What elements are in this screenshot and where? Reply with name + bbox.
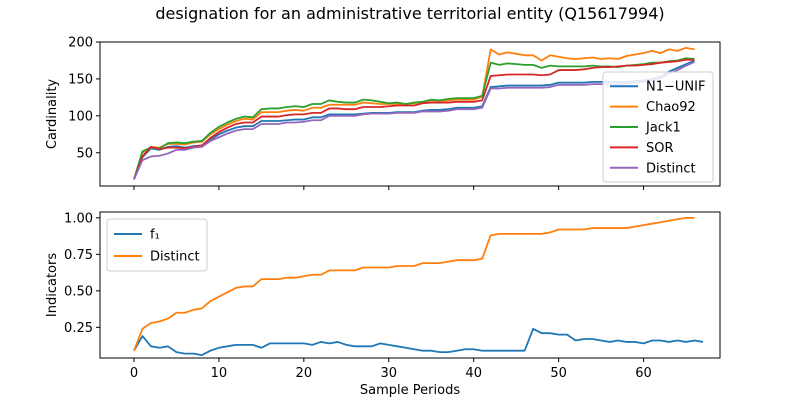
y-tick-label: 100: [68, 109, 93, 124]
y-tick-label: 1.00: [64, 211, 93, 226]
x-tick-label: 40: [465, 366, 482, 381]
figure-title: designation for an administrative territ…: [155, 4, 664, 23]
legend-label: Jack1: [645, 121, 681, 136]
y-axis-label: Cardinality: [45, 79, 60, 150]
legend-label: f₁: [150, 228, 160, 243]
y-tick-label: 0.75: [64, 248, 93, 263]
x-tick-label: 10: [211, 366, 228, 381]
x-tick-label: 60: [635, 366, 652, 381]
series-line-4: [133, 61, 695, 180]
legend: N1−UNIF Chao92 Jack1 SOR Distinct: [602, 71, 714, 183]
legend-label: N1−UNIF: [646, 80, 705, 95]
series-line-0: [133, 327, 704, 356]
axes-frame: [99, 41, 721, 187]
y-axis-label: Indicators: [45, 253, 60, 317]
y-tick-label: 200: [68, 36, 93, 51]
legend: f₁ Distinct: [106, 218, 208, 272]
axes-frame: [99, 211, 721, 359]
series-line-1: [133, 216, 695, 352]
legend-label: SOR: [646, 141, 674, 156]
x-axis-label: Sample Periods: [360, 383, 460, 398]
x-tick-label: 50: [550, 366, 567, 381]
x-tick-label: 0: [130, 366, 138, 381]
y-tick-label: 0.25: [64, 321, 93, 336]
series-line-3: [133, 58, 695, 180]
legend-label: Distinct: [646, 161, 696, 176]
x-tick-label: 30: [380, 366, 397, 381]
legend-label: Distinct: [150, 250, 200, 265]
cardinality-chart: 50 100 150 200 Cardinality N1−UNIF Chao92 Jack1…: [45, 36, 721, 190]
legend-frame: [602, 71, 714, 183]
y-tick-label: 150: [68, 72, 93, 87]
legend-frame: [106, 218, 208, 272]
legend-label: Chao92: [646, 100, 696, 115]
y-tick-label: 0.50: [64, 284, 93, 299]
y-tick-label: 50: [76, 146, 93, 161]
indicators-chart: 0 10 20 30 40 50 60 0.25 0.50 0.75 1.00 Indicators S…: [45, 211, 721, 398]
x-tick-label: 20: [296, 366, 313, 381]
